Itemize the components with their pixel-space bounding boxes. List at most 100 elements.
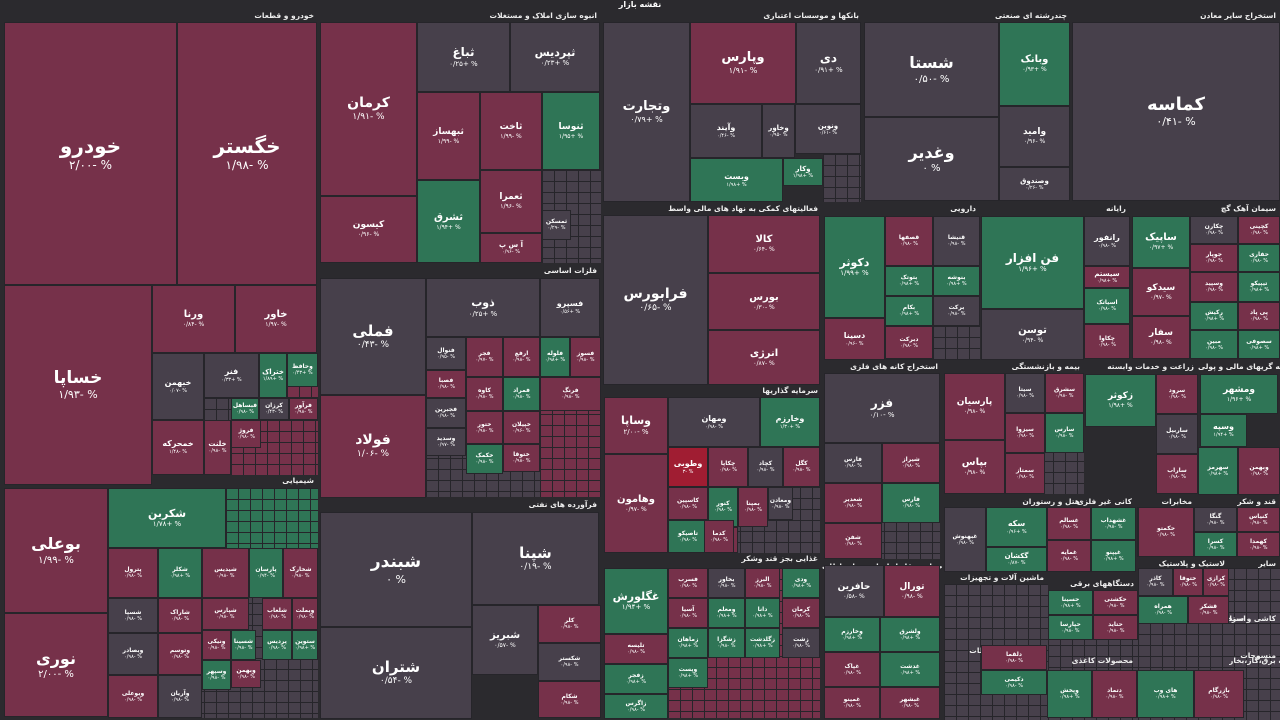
stock-tile[interactable]: ساربیل% -۰/۹۸ bbox=[1156, 414, 1198, 454]
stock-tile[interactable]: دسینا% -۰/۹۶ bbox=[824, 318, 885, 360]
stock-tile[interactable]: ارفع% -۰/۹۸ bbox=[503, 337, 540, 377]
stock-tile[interactable]: رانفور% -۰/۹۸ bbox=[1084, 216, 1130, 266]
stock-tile[interactable]: وحافظ% +۰/۴۳ bbox=[287, 353, 318, 387]
stock-tile[interactable]: دتماد% -۰/۹۸ bbox=[1092, 670, 1137, 718]
stock-tile[interactable]: وبصادر% -۰/۹۸ bbox=[108, 633, 158, 675]
stock-tile[interactable]: خگستر% -۱/۹۸ bbox=[177, 22, 317, 285]
stock-tile[interactable]: فرنگ% -۰/۹۸ bbox=[540, 377, 601, 411]
stock-tile[interactable]: فسوز% -۰/۹۸ bbox=[570, 337, 601, 377]
stock-tile[interactable]: فولاد% -۱/۰۶ bbox=[320, 395, 426, 498]
stock-tile[interactable]: حکشتی% -۰/۹۸ bbox=[1093, 590, 1138, 615]
stock-tile[interactable]: ثاخت% -۱/۹۹ bbox=[480, 92, 542, 170]
stock-tile[interactable]: بپاس% -۰/۹۸ bbox=[944, 440, 1005, 494]
stock-tile[interactable]: فروژ% -۰/۹۸ bbox=[231, 420, 261, 448]
stock-tile[interactable]: پی پاد% -۰/۹۸ bbox=[1238, 302, 1280, 330]
stock-tile[interactable]: غدشت% +۰/۹۸ bbox=[880, 652, 940, 687]
stock-tile[interactable]: پارسان% -۰/۹۴ bbox=[249, 548, 283, 598]
stock-tile[interactable]: حفاری% -۰/۹۸ bbox=[1238, 244, 1280, 272]
stock-tile[interactable]: فزر% -۰/۱۰ bbox=[824, 373, 940, 443]
stock-tile[interactable]: کاسپین% -۰/۹۸ bbox=[668, 487, 708, 520]
stock-tile[interactable]: زاگرس% -۰/۹۸ bbox=[604, 694, 668, 719]
stock-tile[interactable]: کماسه% -۰/۴۱ bbox=[1072, 22, 1280, 201]
stock-tile[interactable]: پترول% -۰/۹۸ bbox=[108, 548, 158, 598]
stock-tile[interactable]: بورس% -۰/۳۰ bbox=[708, 273, 820, 330]
stock-tile[interactable]: سهرمز% +۰/۹۸ bbox=[1198, 447, 1238, 495]
stock-tile[interactable]: کالا% -۰/۶۴ bbox=[708, 215, 820, 273]
stock-tile[interactable]: قنیشا% -۰/۹۸ bbox=[933, 216, 980, 266]
stock-tile[interactable]: آ س پ% -۰/۹۶ bbox=[480, 233, 542, 263]
stock-tile[interactable]: بمپنا% -۰/۹۸ bbox=[738, 487, 768, 527]
stock-tile[interactable]: وپست% +۰/۹۸ bbox=[668, 658, 708, 688]
stock-tile[interactable]: سفار% -۰/۹۸ bbox=[1132, 316, 1190, 359]
stock-tile[interactable]: زماهان% +۰/۹۸ bbox=[668, 628, 708, 658]
stock-tile[interactable]: کچاد% -۰/۹۸ bbox=[748, 447, 783, 487]
stock-tile[interactable]: فبساهل% -۰/۹۸ bbox=[231, 398, 259, 420]
stock-tile[interactable]: خلنت% -۰/۹۸ bbox=[204, 420, 231, 475]
stock-tile[interactable]: انرژی% -۰/۸۷ bbox=[708, 330, 820, 385]
stock-tile[interactable]: قصفها% -۰/۹۸ bbox=[885, 216, 933, 266]
stock-tile[interactable]: کرمان% -۰/۹۸ bbox=[782, 598, 820, 628]
stock-tile[interactable]: فلوله% +۰/۹۸ bbox=[540, 337, 570, 377]
stock-tile[interactable]: شیدیس% -۰/۹۸ bbox=[202, 548, 249, 598]
stock-tile[interactable]: وپارس% -۱/۹۱ bbox=[690, 22, 796, 104]
stock-tile[interactable]: خاور% -۱/۹۷ bbox=[235, 285, 317, 353]
stock-tile[interactable]: وسدید% -۰/۹۷ bbox=[426, 428, 466, 456]
stock-tile[interactable]: وطوبی% -۳ bbox=[668, 447, 708, 487]
stock-tile[interactable]: کرازی% -۰/۹۸ bbox=[1203, 568, 1229, 596]
stock-tile[interactable]: خپیلان% -۰/۹۶ bbox=[503, 411, 540, 444]
stock-tile[interactable]: زکوثر% +۱/۹۸ bbox=[1085, 374, 1156, 427]
stock-tile[interactable]: فارس% -۰/۹۸ bbox=[824, 443, 882, 483]
stock-tile[interactable]: تاصیکو% -۰/۹۸ bbox=[668, 520, 708, 553]
stock-tile[interactable]: سارس% -۰/۹۸ bbox=[1045, 413, 1084, 453]
stock-tile[interactable]: بخاور% -۰/۹۸ bbox=[708, 568, 745, 598]
stock-tile[interactable]: خودرو% -۲/۰۰ bbox=[4, 22, 177, 285]
stock-tile[interactable]: ومهان% -۰/۹۸ bbox=[668, 397, 760, 447]
stock-tile[interactable]: خمحرکه% -۱/۴۸ bbox=[152, 420, 204, 475]
stock-tile[interactable]: ختور% -۰/۹۸ bbox=[466, 411, 503, 444]
stock-tile[interactable]: جوپار% -۰/۹۸ bbox=[1190, 244, 1238, 272]
stock-tile[interactable]: ولشرق% +۰/۹۸ bbox=[880, 617, 940, 652]
stock-tile[interactable]: وتجارت% +۰/۷۹ bbox=[603, 22, 690, 202]
stock-tile[interactable]: بازرگام% -۰/۹۸ bbox=[1194, 670, 1244, 718]
stock-tile[interactable]: دکیمی% -۰/۹۸ bbox=[981, 670, 1047, 695]
stock-tile[interactable]: غگلورش% +۱/۹۴ bbox=[604, 568, 668, 634]
stock-tile[interactable]: گکشان% -۰/۸۷ bbox=[986, 547, 1047, 572]
stock-tile[interactable]: فنر% +۰/۳۳ bbox=[204, 353, 259, 398]
stock-tile[interactable]: تورال% -۰/۹۸ bbox=[884, 565, 940, 617]
stock-tile[interactable]: غپاک% -۰/۹۸ bbox=[824, 652, 880, 687]
stock-tile[interactable]: فن افزار% +۱/۹۶ bbox=[981, 216, 1084, 309]
stock-tile[interactable]: سرود% -۰/۹۸ bbox=[1156, 374, 1198, 414]
stock-tile[interactable]: تیپیکو% +۰/۹۸ bbox=[1238, 272, 1280, 302]
stock-tile[interactable]: فرآور% -۰/۹۸ bbox=[289, 398, 318, 420]
stock-tile[interactable]: حافرین% -۰/۵۸ bbox=[824, 565, 884, 617]
stock-tile[interactable]: شکلر% +۰/۹۸ bbox=[158, 548, 202, 598]
stock-tile[interactable]: خکمک% -۰/۹۸ bbox=[466, 444, 503, 474]
stock-tile[interactable]: بکام% +۰/۹۸ bbox=[885, 296, 933, 326]
stock-tile[interactable]: بتوتک% +۰/۹۸ bbox=[885, 266, 933, 296]
stock-tile[interactable]: وهامون% -۰/۹۷ bbox=[604, 454, 668, 553]
stock-tile[interactable]: کنیاس% -۰/۹۸ bbox=[1237, 507, 1280, 532]
stock-tile[interactable]: توسن% -۰/۹۴ bbox=[981, 309, 1084, 360]
stock-tile[interactable]: همراه% -۰/۹۸ bbox=[1138, 596, 1188, 624]
stock-tile[interactable]: شفن% -۰/۹۸ bbox=[824, 523, 882, 559]
stock-tile[interactable]: وکار% +۱/۹۸ bbox=[783, 158, 823, 186]
stock-tile[interactable]: ونوین% -۰/۶۱ bbox=[795, 104, 861, 154]
stock-tile[interactable]: ثپردیس% +۰/۲۳ bbox=[510, 22, 600, 92]
stock-tile[interactable]: حپارسا% -۰/۹۸ bbox=[1048, 615, 1093, 640]
stock-tile[interactable]: زشت% -۰/۹۸ bbox=[782, 628, 820, 658]
stock-tile[interactable]: دکوثر% +۱/۹۹ bbox=[824, 216, 885, 318]
stock-tile[interactable]: سیدکو% -۰/۹۷ bbox=[1132, 268, 1190, 316]
stock-tile[interactable]: وسپهر% -۰/۹۸ bbox=[202, 660, 231, 690]
stock-tile[interactable]: سیتا% -۰/۹۸ bbox=[1005, 373, 1045, 413]
stock-tile[interactable]: فرابورس% -۰/۶۵ bbox=[603, 215, 708, 385]
stock-tile[interactable]: کسرا% -۰/۹۸ bbox=[1194, 532, 1237, 557]
stock-tile[interactable]: ثنوسا% +۱/۹۵ bbox=[542, 92, 600, 170]
stock-tile[interactable]: شسینا% -۰/۹۸ bbox=[231, 630, 256, 660]
stock-tile[interactable]: های وب% +۰/۹۸ bbox=[1137, 670, 1194, 718]
stock-tile[interactable]: سیزوا% -۰/۹۸ bbox=[1005, 413, 1045, 453]
stock-tile[interactable]: مبین% -۰/۹۸ bbox=[1190, 330, 1238, 359]
stock-tile[interactable]: شپنا% -۰/۱۹ bbox=[472, 512, 599, 605]
small-tiles-cluster[interactable] bbox=[226, 488, 318, 548]
stock-tile[interactable]: گنگا% -۰/۹۸ bbox=[1194, 507, 1237, 532]
stock-tile[interactable]: ختراک% +۱/۸۹ bbox=[259, 353, 287, 398]
